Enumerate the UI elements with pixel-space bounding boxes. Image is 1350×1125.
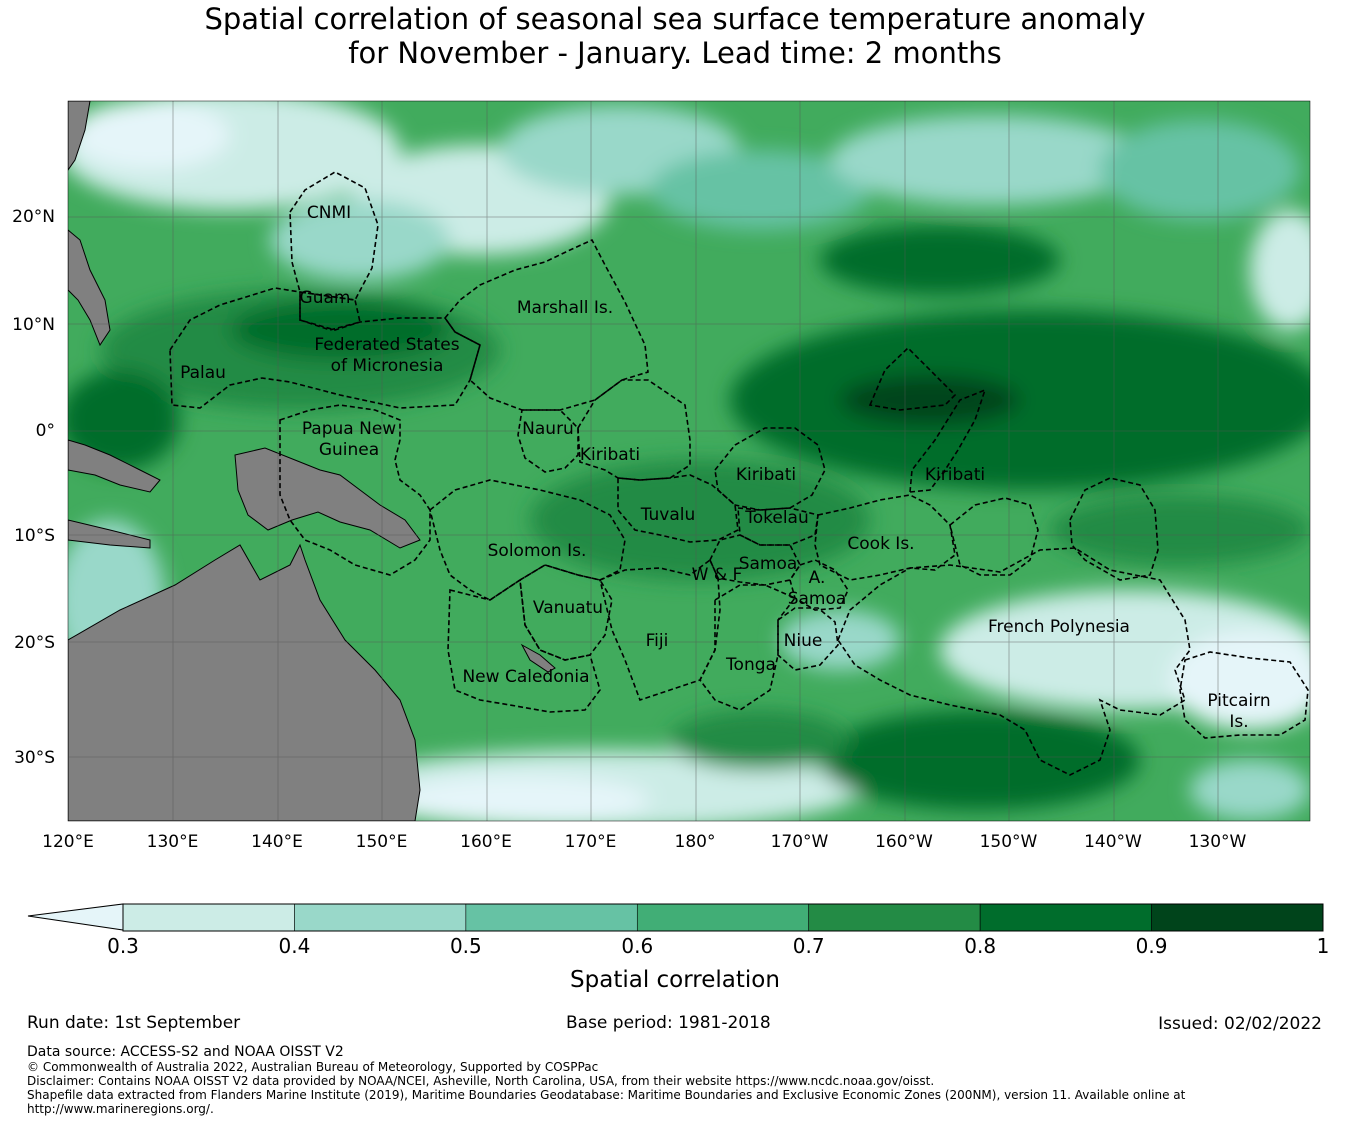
- region-label-tokelau: Tokelau: [744, 508, 809, 528]
- region-label-samoa: Samoa: [739, 554, 798, 574]
- colorbar-label: Spatial correlation: [570, 967, 780, 993]
- title-line-2: for November - January. Lead time: 2 mon…: [348, 36, 1002, 70]
- region-label-kiribati-w: Kiribati: [580, 445, 640, 465]
- region-label-tuvalu: Tuvalu: [640, 505, 696, 525]
- region-label-tonga: Tonga: [725, 655, 776, 675]
- region-label-fiji: Fiji: [646, 631, 669, 651]
- region-label-frpoly: French Polynesia: [988, 617, 1130, 637]
- sst-correlation-field: [68, 101, 1310, 821]
- region-label-guam: Guam: [300, 288, 351, 308]
- colorbar-extend-arrow: [27, 903, 124, 931]
- lat-tick-label: 20°S: [14, 633, 55, 653]
- lat-tick-label: 10°S: [14, 526, 55, 546]
- colorbar-tick-label: 0.7: [793, 934, 825, 958]
- region-label-wf: W & F: [692, 565, 743, 585]
- region-label-kiribati-e: Kiribati: [925, 465, 985, 485]
- map-frame: [67, 100, 1311, 822]
- region-label-solomon: Solomon Is.: [488, 541, 587, 561]
- region-label-fsm: Federated States: [314, 335, 459, 355]
- region-label-nauru: Nauru: [522, 419, 574, 439]
- colorbar-swatch: [979, 903, 1152, 932]
- region-label-palau: Palau: [180, 363, 226, 383]
- colorbar-tick-label: 0.5: [450, 934, 482, 958]
- region-label-pitcairn: Is.: [1229, 712, 1248, 732]
- colorbar-tick-label: 0.6: [621, 934, 653, 958]
- region-label-png: Papua New: [302, 419, 396, 439]
- region-label-fsm: of Micronesia: [331, 356, 444, 376]
- region-label-vanuatu: Vanuatu: [533, 598, 603, 618]
- new-caledonia-landmass: [520, 643, 556, 673]
- colorbar-swatch: [1151, 903, 1324, 932]
- lon-tick-label: 130°W: [1189, 832, 1247, 852]
- colorbar-swatch: [636, 903, 810, 932]
- sunda-islands-landmass: [68, 519, 151, 549]
- colorbar-swatch: [465, 903, 638, 932]
- issued-date: Issued: 02/02/2022: [1158, 1014, 1322, 1034]
- lon-tick-label: 150°W: [980, 832, 1038, 852]
- lat-tick-label: 20°N: [12, 207, 55, 227]
- chart-title: Spatial correlation of seasonal sea surf…: [0, 2, 1350, 70]
- lat-tick-label: 30°S: [14, 748, 55, 768]
- lat-tick-label: 0°: [36, 421, 55, 441]
- new-guinea-landmass: [234, 447, 421, 549]
- lon-tick-label: 140°W: [1084, 832, 1142, 852]
- base-period: Base period: 1981-2018: [566, 1013, 771, 1033]
- asia-landmass: [68, 101, 91, 171]
- colorbar-swatch: [808, 903, 981, 932]
- colorbar-swatch: [122, 903, 295, 932]
- lon-tick-label: 140°E: [251, 832, 303, 852]
- colorbar-tick-label: 0.4: [279, 934, 311, 958]
- region-label-cnmi: CNMI: [307, 203, 351, 223]
- region-label-asamoa: Samoa: [788, 589, 847, 609]
- region-label-pitcairn: Pitcairn: [1207, 691, 1270, 711]
- disclaimer: Disclaimer: Contains NOAA OISST V2 data …: [27, 1074, 935, 1088]
- gridlines: [68, 101, 1310, 821]
- region-label-png: Guinea: [319, 440, 379, 460]
- australia-landmass: [68, 543, 421, 821]
- lon-tick-label: 120°E: [42, 832, 94, 852]
- data-source: Data source: ACCESS-S2 and NOAA OISST V2: [27, 1044, 344, 1060]
- shapefile-url: http://www.marineregions.org/.: [27, 1102, 214, 1116]
- lon-tick-label: 180°: [675, 832, 716, 852]
- region-label-kiribati-c: Kiribati: [736, 465, 796, 485]
- copyright: © Commonwealth of Australia 2022, Austra…: [27, 1060, 599, 1074]
- colorbar-tick-label: 0.8: [964, 934, 996, 958]
- region-label-cook: Cook Is.: [847, 534, 914, 554]
- run-date: Run date: 1st September: [27, 1013, 241, 1033]
- colorbar: 0.3 0.4 0.5 0.6 0.7 0.8 0.9 1 Spatial correlati…: [27, 903, 1330, 993]
- shapefile-credit: Shapefile data extracted from Flanders M…: [27, 1088, 1186, 1102]
- lon-tick-label: 130°E: [147, 832, 199, 852]
- latitude-tick-labels: 20°N 10°N 0° 10°S 20°S 30°S: [12, 207, 55, 768]
- region-label-niue: Niue: [784, 631, 823, 651]
- land: [68, 101, 556, 821]
- lon-tick-label: 170°E: [565, 832, 617, 852]
- colorbar-swatch: [294, 903, 467, 932]
- region-label-marshall: Marshall Is.: [517, 298, 613, 318]
- colorbar-tick-label: 1: [1317, 934, 1330, 958]
- lat-tick-label: 10°N: [12, 315, 55, 335]
- eez-boundaries: [169, 171, 1309, 776]
- title-line-1: Spatial correlation of seasonal sea surf…: [204, 2, 1146, 36]
- longitude-tick-labels: 120°E 130°E 140°E 150°E 160°E 170°E 180° 170°W 1…: [42, 832, 1246, 852]
- lon-tick-label: 160°E: [460, 832, 512, 852]
- region-label-newcal: New Caledonia: [462, 667, 589, 687]
- lon-tick-label: 160°W: [875, 832, 933, 852]
- lon-tick-label: 150°E: [356, 832, 408, 852]
- colorbar-tick-label: 0.9: [1136, 934, 1168, 958]
- philippines-landmass: [68, 229, 111, 347]
- indonesia-landmass: [68, 439, 161, 493]
- region-label-asamoa: A.: [809, 568, 826, 588]
- lon-tick-label: 170°W: [771, 832, 829, 852]
- colorbar-tick-label: 0.3: [107, 934, 139, 958]
